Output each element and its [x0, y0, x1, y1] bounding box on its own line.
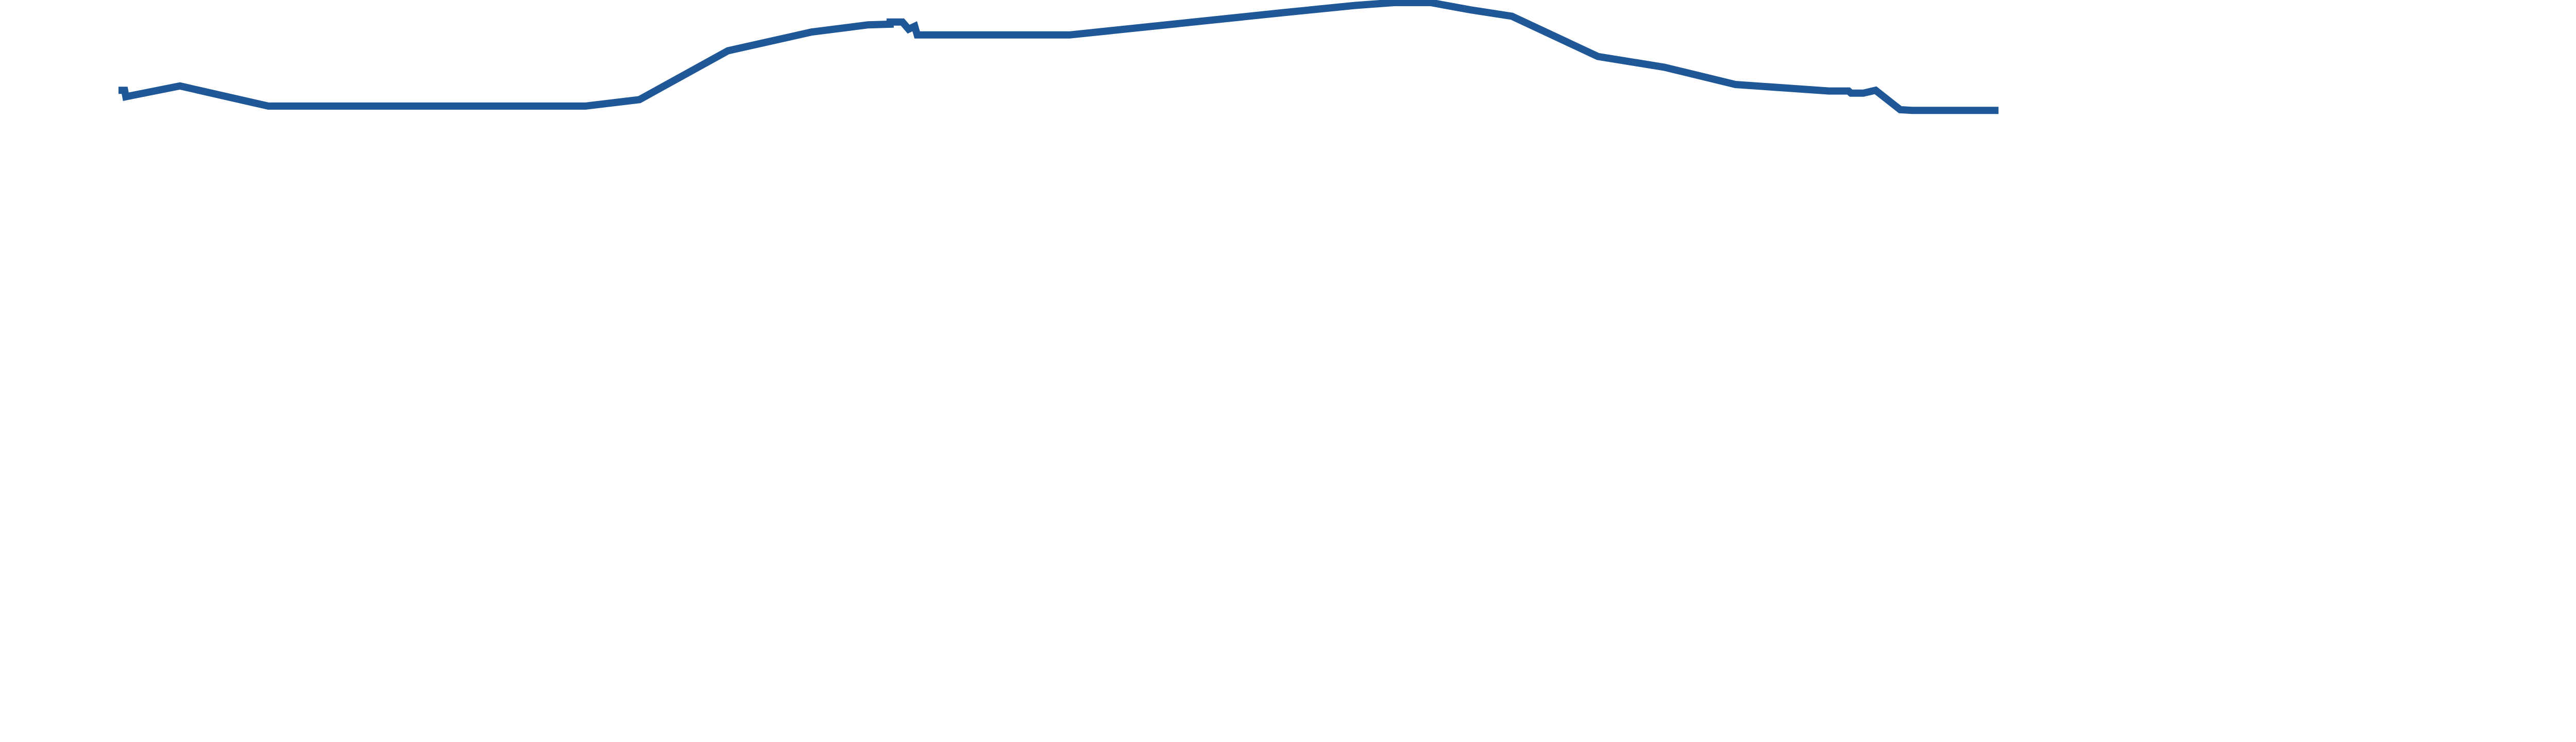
series-layer: [118, 0, 1999, 114]
series-line-0: [118, 0, 1999, 114]
